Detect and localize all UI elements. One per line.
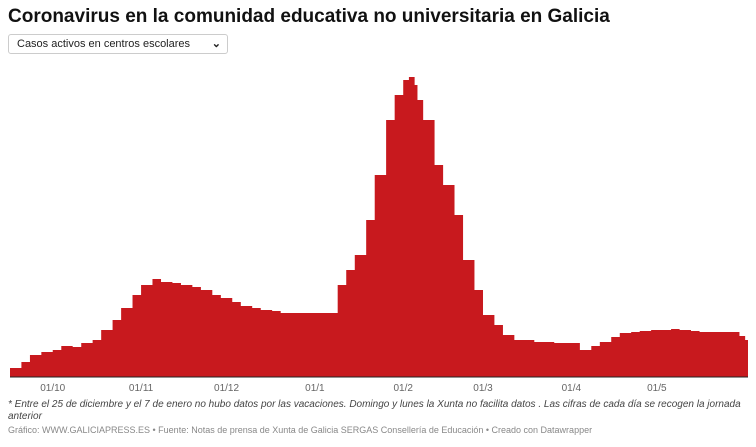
chevron-down-icon: ⌄ <box>211 38 221 50</box>
dropdown-value: Casos activos en centros escolares <box>17 38 191 50</box>
x-tick-label: 01/5 <box>647 383 667 394</box>
chart-source: Gráfico: WWW.GALICIAPRESS.ES • Fuente: N… <box>8 425 593 435</box>
chart-note: * Entre el 25 de diciembre y el 7 de ene… <box>8 399 741 422</box>
chart-footer: * Entre el 25 de diciembre y el 7 de ene… <box>8 399 748 436</box>
x-tick-label: 01/11 <box>129 383 154 394</box>
chart-title: Coronavirus en la comunidad educativa no… <box>8 6 610 27</box>
area-series <box>10 77 748 377</box>
metric-dropdown[interactable]: Casos activos en centros escolares ⌄ <box>8 34 228 54</box>
chart: 01/10 01/11 01/12 01/1 01/2 01/3 01/4 01/5 <box>10 77 748 394</box>
x-tick-label: 01/2 <box>393 383 413 394</box>
x-tick-label: 01/12 <box>214 383 239 394</box>
x-tick-label: 01/4 <box>562 383 582 394</box>
x-tick-label: 01/1 <box>305 383 325 394</box>
x-tick-label: 01/10 <box>40 383 65 394</box>
x-tick-label: 01/3 <box>473 383 493 394</box>
